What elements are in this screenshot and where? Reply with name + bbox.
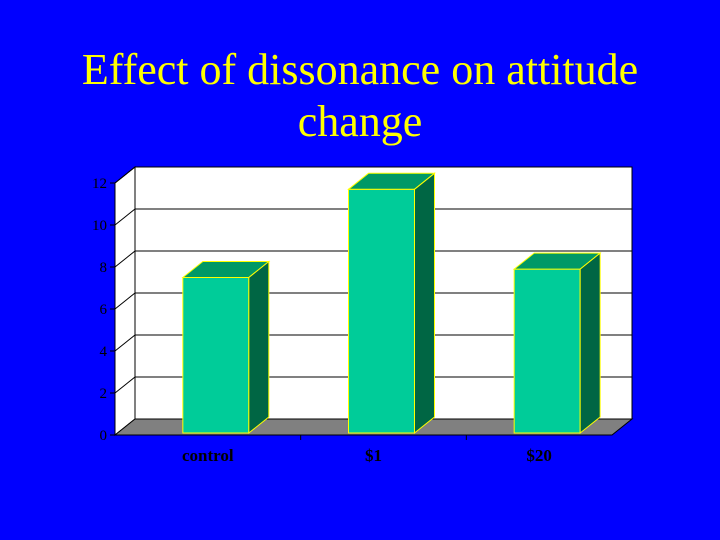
y-tick-label: 4: [100, 344, 108, 360]
y-tick-label: 10: [92, 218, 107, 234]
bar-1-side: [414, 172, 435, 435]
bar-20-side: [579, 252, 601, 435]
gridline: [114, 166, 632, 184]
bar-control-side: [248, 260, 270, 435]
slide-title: Effect of dissonance on attitude change: [60, 44, 660, 148]
y-tick-label: 12: [92, 176, 107, 192]
gridline: [114, 334, 632, 352]
gridline: [114, 250, 632, 268]
gridline: [114, 208, 632, 226]
bar-control-front: [182, 277, 250, 434]
gridline: [114, 376, 632, 394]
x-category-label: control: [182, 446, 234, 465]
y-tick-label: 0: [100, 428, 108, 444]
title-line-1: Effect of dissonance on attitude: [81, 45, 639, 94]
gridline: [114, 292, 632, 310]
bar-20-front: [513, 268, 581, 434]
bar-1-front: [348, 188, 415, 434]
title-line-2: change: [297, 97, 423, 146]
y-tick-label: 8: [100, 260, 108, 276]
x-category-label: $1: [365, 446, 382, 465]
x-category-label: $20: [526, 446, 552, 465]
y-tick-label: 2: [100, 386, 108, 402]
y-tick-label: 6: [100, 302, 108, 318]
